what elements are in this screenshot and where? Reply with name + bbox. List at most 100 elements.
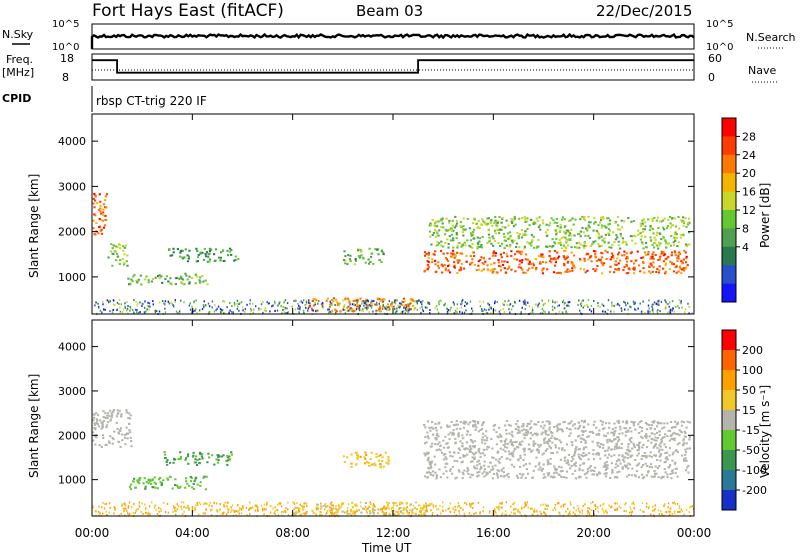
range-gate-cell <box>564 225 567 227</box>
near-range-noise <box>196 312 198 315</box>
near-range-noise <box>658 299 660 302</box>
near-range-noise <box>235 510 237 513</box>
range-gate-cell <box>402 301 405 304</box>
near-range-noise <box>106 299 108 302</box>
near-range-noise <box>204 502 207 505</box>
range-gate-cell <box>588 226 591 229</box>
range-gate-cell <box>649 236 652 239</box>
near-range-noise <box>558 511 560 514</box>
range-gate-cell <box>100 232 103 235</box>
range-gate-cell <box>401 303 404 306</box>
range-gate-cell <box>126 264 129 267</box>
range-gate-cell <box>198 462 201 464</box>
range-gate-cell <box>579 267 582 270</box>
range-gate-cell <box>648 270 651 273</box>
range-gate-cell <box>615 268 619 271</box>
range-gate-cell <box>429 465 432 468</box>
near-range-noise <box>439 299 441 302</box>
range-gate-cell <box>645 254 648 256</box>
near-range-noise <box>500 506 502 509</box>
near-range-noise <box>113 512 115 515</box>
range-gate-cell <box>569 219 572 222</box>
range-gate-cell <box>559 226 562 229</box>
near-range-noise <box>639 509 642 512</box>
range-gate-cell <box>544 431 547 434</box>
range-gate-cell <box>654 436 657 439</box>
range-gate-cell <box>168 248 171 251</box>
range-gate-cell <box>574 464 577 467</box>
near-range-noise <box>231 509 233 512</box>
range-gate-cell <box>616 420 619 423</box>
near-range-noise <box>378 309 380 312</box>
range-gate-cell <box>613 422 616 425</box>
near-range-noise <box>641 501 644 504</box>
range-gate-cell <box>477 260 480 263</box>
range-gate-cell <box>674 233 677 236</box>
range-gate-cell <box>220 251 223 254</box>
near-range-noise <box>664 307 666 310</box>
near-range-noise <box>530 507 532 510</box>
near-range-noise <box>557 305 559 308</box>
range-gate-cell <box>603 237 606 240</box>
range-gate-cell <box>535 432 538 435</box>
range-gate-cell <box>593 216 596 219</box>
near-range-noise <box>417 300 419 303</box>
range-gate-cell <box>502 443 505 446</box>
range-gate-cell <box>509 440 512 443</box>
near-range-noise <box>542 503 544 506</box>
range-gate-cell <box>600 244 603 247</box>
range-gate-cell <box>567 463 570 466</box>
range-gate-cell <box>674 461 677 464</box>
near-range-noise <box>471 307 473 310</box>
range-gate-cell <box>111 442 114 445</box>
range-gate-cell <box>486 264 489 267</box>
near-range-noise <box>240 507 242 510</box>
range-gate-cell <box>395 510 398 513</box>
near-range-noise <box>400 302 402 305</box>
near-range-noise <box>242 306 244 309</box>
near-range-noise <box>191 305 193 308</box>
range-gate-cell <box>518 443 521 446</box>
near-range-noise <box>540 504 542 507</box>
near-range-noise <box>332 504 334 507</box>
range-gate-cell <box>370 252 373 255</box>
range-gate-cell <box>497 261 500 264</box>
range-gate-cell <box>644 422 648 424</box>
range-gate-cell <box>504 240 508 242</box>
range-gate-cell <box>468 227 472 230</box>
range-gate-cell <box>461 434 464 437</box>
nave-right-label: Nave <box>748 64 776 77</box>
near-range-noise <box>561 311 564 314</box>
range-gate-cell <box>664 457 667 460</box>
near-range-noise <box>449 502 451 505</box>
near-range-noise <box>362 300 365 303</box>
near-range-noise <box>408 309 411 312</box>
near-range-noise <box>593 300 595 302</box>
range-gate-cell <box>582 452 585 454</box>
range-gate-cell <box>663 426 666 429</box>
near-range-noise <box>255 505 258 508</box>
range-gate-cell <box>376 512 379 515</box>
range-gate-cell <box>675 433 678 436</box>
range-gate-cell <box>653 470 656 473</box>
near-range-noise <box>148 511 150 514</box>
near-range-noise <box>602 304 605 307</box>
range-gate-cell <box>349 260 352 263</box>
near-range-noise <box>210 509 212 512</box>
range-gate-cell <box>625 452 629 455</box>
range-gate-cell <box>661 427 664 430</box>
range-gate-cell <box>658 455 661 458</box>
range-gate-cell <box>660 220 663 223</box>
near-range-noise <box>580 304 583 307</box>
range-gate-cell <box>354 259 357 262</box>
range-gate-cell <box>202 476 205 479</box>
nsky-series-line <box>90 32 695 49</box>
range-gate-cell <box>658 465 661 468</box>
near-range-noise <box>328 308 330 311</box>
range-gate-cell <box>559 458 562 461</box>
range-gate-cell <box>649 272 652 275</box>
range-gate-cell <box>565 269 568 272</box>
range-gate-cell <box>466 447 469 450</box>
range-gate-cell <box>556 251 559 254</box>
near-range-noise <box>454 311 457 314</box>
